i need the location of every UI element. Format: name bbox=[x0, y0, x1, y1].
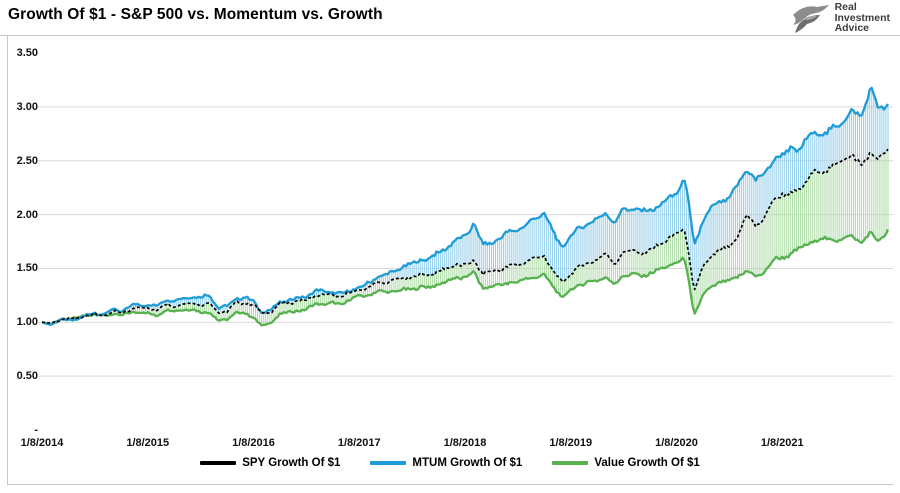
legend-item-mtum: MTUM Growth Of $1 bbox=[370, 457, 522, 469]
mtum-legend-label: MTUM Growth Of $1 bbox=[412, 457, 523, 469]
bottom-divider bbox=[7, 484, 893, 485]
x-tick-label: 1/8/2014 bbox=[20, 437, 64, 449]
value-legend-swatch bbox=[552, 461, 589, 465]
x-tick-label: 1/8/2021 bbox=[760, 437, 804, 449]
legend-item-value: Value Growth Of $1 bbox=[552, 457, 700, 469]
x-tick-label: 1/8/2016 bbox=[232, 437, 275, 449]
x-tick-label: 1/8/2015 bbox=[126, 437, 170, 449]
y-tick-label: 2.50 bbox=[16, 154, 38, 167]
left-border bbox=[7, 35, 8, 484]
hatch-band bbox=[43, 87, 889, 326]
logo-text: Real Investment Advice bbox=[835, 2, 890, 34]
x-tick-label: 1/8/2017 bbox=[337, 437, 381, 449]
top-divider bbox=[0, 35, 900, 36]
x-tick-label: 1/8/2019 bbox=[549, 437, 593, 449]
logo-line-1: Real bbox=[834, 1, 857, 14]
chart-title: Growth Of $1 - S&P 500 vs. Momentum vs. … bbox=[8, 6, 383, 23]
y-tick-label: 2.00 bbox=[16, 208, 38, 221]
spy-legend-swatch bbox=[200, 461, 237, 465]
y-tick-label: 0.50 bbox=[16, 370, 38, 383]
x-tick-label: 1/8/2020 bbox=[655, 437, 698, 449]
y-tick-label: - bbox=[34, 424, 38, 436]
mtum-series-line bbox=[41, 86, 889, 326]
y-tick-label: 3.00 bbox=[16, 100, 38, 113]
spy-legend-label: SPY Growth Of $1 bbox=[242, 457, 341, 469]
y-tick-label: 1.50 bbox=[16, 262, 38, 275]
value-series-line bbox=[41, 229, 890, 327]
x-tick-label: 1/8/2018 bbox=[443, 437, 487, 449]
logo-line-3: Advice bbox=[834, 22, 869, 35]
eagle-icon bbox=[792, 5, 829, 33]
legend-item-spy: SPY Growth Of $1 bbox=[200, 457, 340, 469]
y-tick-label: 1.00 bbox=[16, 316, 38, 329]
brand-logo: Real Investment Advice bbox=[789, 2, 890, 34]
legend: SPY Growth Of $1 MTUM Growth Of $1 Value… bbox=[0, 457, 900, 469]
y-tick-label: 3.50 bbox=[16, 47, 38, 60]
spy-series-line bbox=[41, 148, 889, 324]
value-legend-label: Value Growth Of $1 bbox=[594, 457, 700, 469]
mtum-legend-swatch bbox=[370, 461, 407, 465]
logo-line-2: Investment bbox=[834, 11, 890, 24]
